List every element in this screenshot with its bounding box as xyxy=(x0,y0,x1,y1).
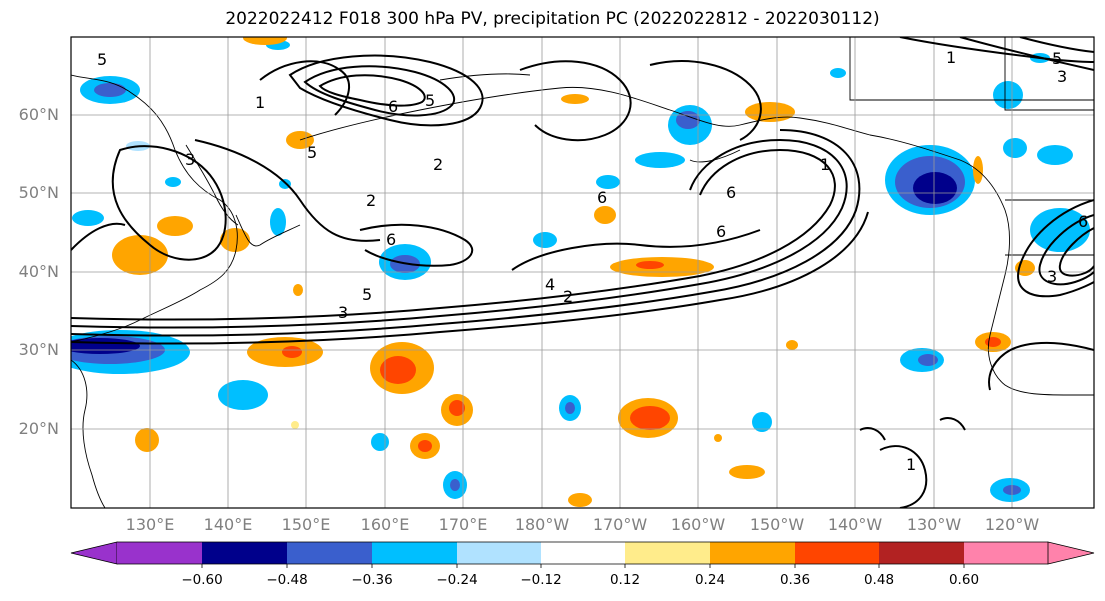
contour-label: 6 xyxy=(716,222,726,241)
colorbar-tick-label: 0.48 xyxy=(863,572,895,588)
colorbar-bin xyxy=(457,542,541,564)
lon-label: 130°W xyxy=(906,515,962,534)
contour-label: 6 xyxy=(388,97,398,116)
contour-label: 2 xyxy=(366,191,376,210)
lon-label: 160°W xyxy=(670,515,726,534)
lat-label: 20°N xyxy=(18,419,59,438)
contour-label: 5 xyxy=(1052,49,1062,68)
lon-label: 150°E xyxy=(281,515,331,534)
colorbar-bin xyxy=(964,542,1048,564)
colorbar-tick-label: −0.12 xyxy=(520,572,562,588)
contour-label: 5 xyxy=(425,91,435,110)
contour-label: 4 xyxy=(545,275,555,294)
map-frame xyxy=(70,36,1095,509)
pv-contours xyxy=(71,37,1094,508)
contour-label: 5 xyxy=(362,285,372,304)
lon-label: 160°E xyxy=(360,515,410,534)
lat-label: 50°N xyxy=(18,183,59,202)
colorbar-bin xyxy=(795,542,879,564)
colorbar-tick-label: 0.24 xyxy=(694,572,726,588)
contour-label: 5 xyxy=(307,143,317,162)
contour-label: 3 xyxy=(1047,267,1057,286)
colorbar-tick-label: 0.12 xyxy=(609,572,641,588)
contour-label: 1 xyxy=(255,93,265,112)
lat-label: 30°N xyxy=(18,340,59,359)
colorbar-bin xyxy=(117,542,202,564)
contour-label: 6 xyxy=(386,230,396,249)
coastlines xyxy=(71,37,1094,508)
map-title: 2022022412 F018 300 hPa PV, precipitatio… xyxy=(225,9,880,29)
contour-label: 3 xyxy=(185,150,195,169)
colorbar-tick-label: −0.48 xyxy=(266,572,308,588)
contour-labels: 5 1 6 5 3 2 2 5 6 4 5 3 2 6 6 6 1 1 3 5 … xyxy=(97,48,1088,474)
contour-label: 6 xyxy=(726,183,736,202)
colorbar-outline xyxy=(117,541,1048,565)
colorbar-tick-label: 0.36 xyxy=(779,572,811,588)
lon-label: 170°W xyxy=(592,515,648,534)
colorbar-bin xyxy=(541,542,625,564)
lon-label: 120°W xyxy=(984,515,1040,534)
colorbar-tick-label: −0.36 xyxy=(351,572,393,588)
colorbar-bin xyxy=(287,542,372,564)
contour-label: 6 xyxy=(1078,212,1088,231)
lon-label: 180°W xyxy=(514,515,570,534)
colorbar-bin xyxy=(625,542,710,564)
colorbar-extend-high xyxy=(1047,541,1095,565)
lon-label: 170°E xyxy=(438,515,488,534)
contour-label: 3 xyxy=(338,303,348,322)
colorbar-tick-label: 0.60 xyxy=(948,572,980,588)
colorbar-extend-low xyxy=(70,541,118,565)
contour-label: 1 xyxy=(906,455,916,474)
contour-label: 5 xyxy=(97,50,107,69)
lon-label: 140°W xyxy=(827,515,883,534)
colorbar-bin xyxy=(202,542,287,564)
lon-label: 130°E xyxy=(125,515,175,534)
colorbar-tick-label: −0.24 xyxy=(436,572,478,588)
lat-label: 60°N xyxy=(18,105,59,124)
colorbar-bin xyxy=(710,542,795,564)
colorbar-bin xyxy=(879,542,964,564)
contour-label: 1 xyxy=(820,155,830,174)
contour-label: 2 xyxy=(433,155,443,174)
contour-label: 1 xyxy=(946,48,956,67)
colorbar xyxy=(70,541,1095,568)
gridlines xyxy=(71,37,1094,508)
colorbar-tick-label: −0.60 xyxy=(181,572,223,588)
lat-label: 40°N xyxy=(18,262,59,281)
contour-label: 3 xyxy=(1057,67,1067,86)
colorbar-bin xyxy=(372,542,457,564)
lon-label: 150°W xyxy=(749,515,805,534)
lon-label: 140°E xyxy=(203,515,253,534)
contour-label: 6 xyxy=(597,188,607,207)
contour-label: 2 xyxy=(563,287,573,306)
